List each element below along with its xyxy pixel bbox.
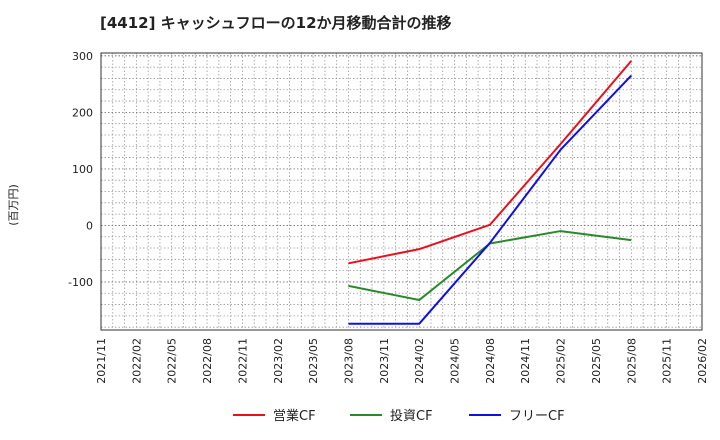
- x-tick-label: 2026/02: [696, 338, 709, 384]
- x-tick-label: 2024/05: [449, 338, 462, 384]
- x-tick-label: 2022/11: [236, 338, 249, 384]
- x-tick-label: 2025/11: [661, 338, 674, 384]
- y-tick-label: 200: [72, 106, 93, 119]
- x-tick-label: 2023/05: [307, 338, 320, 384]
- x-tick-label: 2023/08: [342, 338, 355, 384]
- y-tick-label: 0: [86, 219, 93, 232]
- x-tick-label: 2022/08: [201, 338, 214, 384]
- x-tick-label: 2022/05: [166, 338, 179, 384]
- legend-label: フリーCF: [509, 409, 565, 424]
- x-tick-label: 2025/05: [590, 338, 603, 384]
- legend-label: 営業CF: [273, 408, 316, 424]
- chart-title: [4412] キャッシュフローの12か月移動合計の推移: [100, 14, 452, 32]
- x-tick-label: 2024/02: [413, 338, 426, 384]
- y-axis-label: (百万円): [7, 184, 20, 226]
- x-tick-label: 2023/11: [378, 338, 391, 384]
- x-tick-label: 2023/02: [272, 338, 285, 384]
- plot-frame: [100, 52, 703, 331]
- x-tick-label: 2022/02: [130, 338, 143, 384]
- y-tick-label: 300: [72, 50, 93, 63]
- x-tick-label: 2025/02: [555, 338, 568, 384]
- x-tick-label: 2024/11: [519, 338, 532, 384]
- x-tick-label: 2024/08: [484, 338, 497, 384]
- x-tick-label: 2021/11: [95, 338, 108, 384]
- y-tick-label: 100: [72, 163, 93, 176]
- y-tick-label: -100: [68, 276, 93, 289]
- legend-label: 投資CF: [390, 408, 433, 424]
- x-tick-label: 2025/08: [625, 338, 638, 384]
